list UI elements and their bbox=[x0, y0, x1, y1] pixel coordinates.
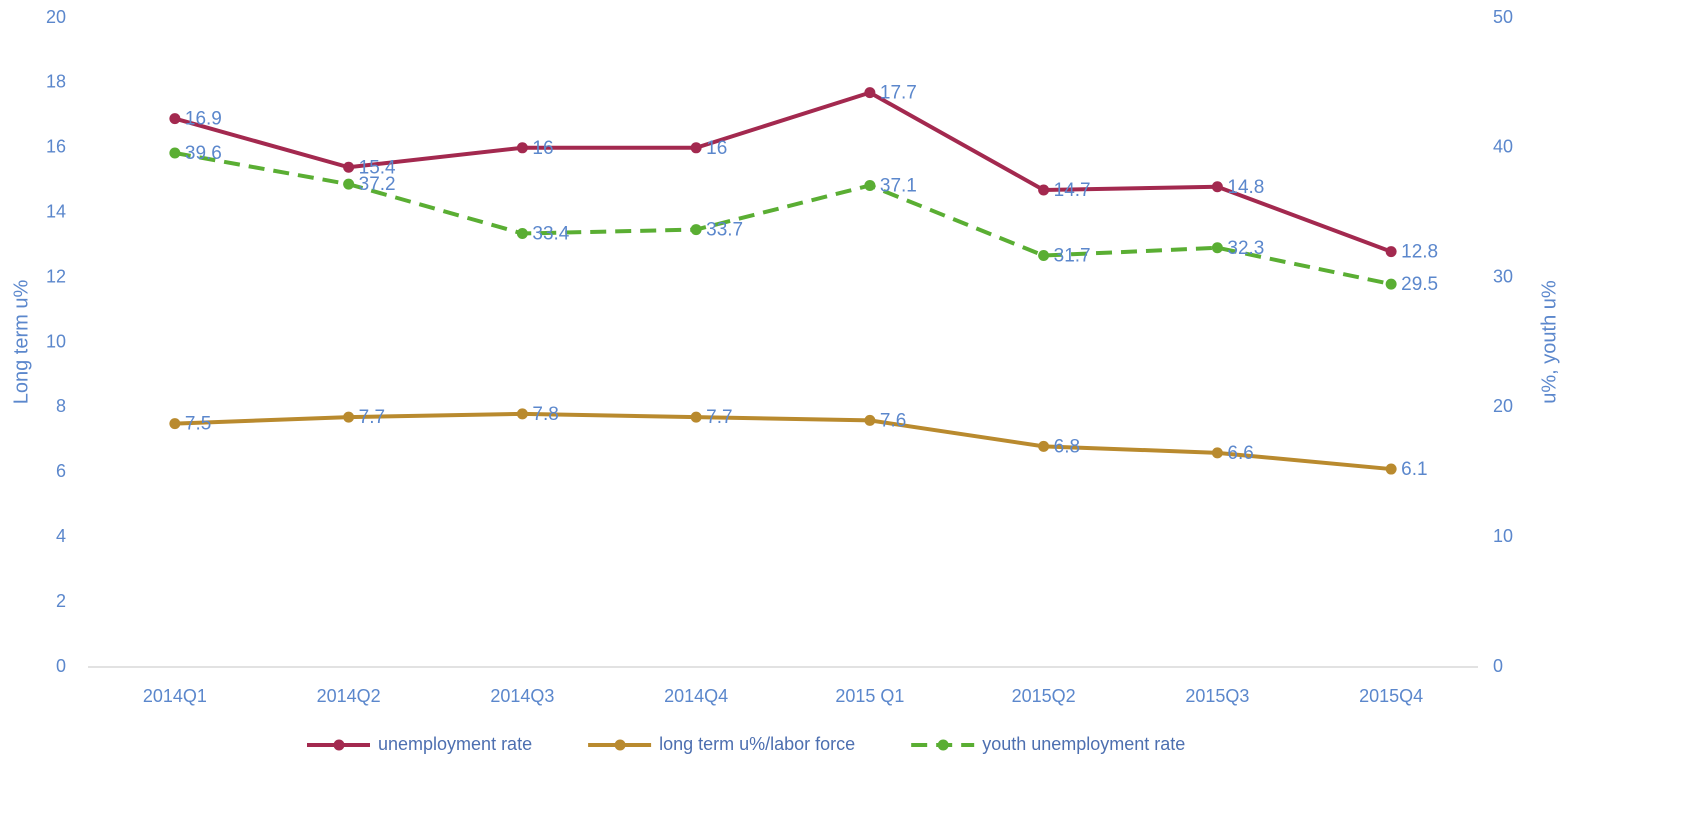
data-point bbox=[690, 142, 702, 154]
series-line bbox=[174, 411, 1392, 472]
data-label: 37.1 bbox=[880, 175, 917, 196]
data-point bbox=[1211, 242, 1223, 254]
x-tick-label: 2014Q2 bbox=[317, 686, 381, 706]
y-tick-label: 4 bbox=[56, 526, 66, 546]
data-label: 31.7 bbox=[1054, 246, 1091, 267]
legend-label: unemployment rate bbox=[378, 734, 532, 754]
y2-tick-label: 20 bbox=[1493, 396, 1513, 416]
data-point bbox=[1211, 447, 1223, 459]
data-label: 7.5 bbox=[185, 414, 211, 435]
data-point bbox=[343, 178, 355, 190]
legend-marker bbox=[937, 739, 949, 751]
y-tick-label: 12 bbox=[46, 266, 66, 286]
y2-tick-label: 10 bbox=[1493, 526, 1513, 546]
y-tick-label: 2 bbox=[56, 591, 66, 611]
data-label: 16 bbox=[706, 138, 727, 159]
y-tick-label: 10 bbox=[46, 331, 66, 351]
y2-tick-label: 50 bbox=[1493, 7, 1513, 27]
data-point bbox=[864, 87, 876, 99]
x-tick-label: 2015Q2 bbox=[1012, 686, 1076, 706]
y-tick-label: 18 bbox=[46, 72, 66, 92]
data-label: 14.8 bbox=[1227, 177, 1264, 198]
data-point bbox=[516, 142, 528, 154]
data-label: 7.8 bbox=[532, 404, 558, 425]
x-tick-label: 2014Q3 bbox=[490, 686, 554, 706]
legend-label: long term u%/labor force bbox=[659, 734, 855, 754]
data-point bbox=[690, 224, 702, 236]
series-line bbox=[174, 151, 1392, 287]
y2-tick-label: 40 bbox=[1493, 137, 1513, 157]
data-point bbox=[343, 411, 355, 423]
y-tick-label: 14 bbox=[46, 201, 66, 221]
data-point bbox=[1038, 250, 1050, 262]
x-tick-label: 2015Q3 bbox=[1185, 686, 1249, 706]
data-label: 7.7 bbox=[359, 407, 385, 428]
data-point bbox=[864, 414, 876, 426]
data-label: 6.1 bbox=[1401, 459, 1427, 480]
data-label: 39.6 bbox=[185, 143, 222, 164]
data-label: 7.6 bbox=[880, 410, 906, 431]
data-label: 32.3 bbox=[1227, 238, 1264, 259]
data-label: 33.7 bbox=[706, 220, 743, 241]
data-label: 33.4 bbox=[532, 223, 569, 244]
legend-marker bbox=[333, 739, 345, 751]
data-point bbox=[516, 227, 528, 239]
data-point bbox=[690, 411, 702, 423]
data-point bbox=[864, 179, 876, 191]
y-tick-label: 16 bbox=[46, 137, 66, 157]
y2-tick-label: 0 bbox=[1493, 656, 1503, 676]
y-tick-label: 8 bbox=[56, 396, 66, 416]
y-tick-label: 20 bbox=[46, 7, 66, 27]
data-label: 14.7 bbox=[1054, 180, 1091, 201]
x-tick-label: 2014Q4 bbox=[664, 686, 728, 706]
y2-tick-label: 30 bbox=[1493, 266, 1513, 286]
y-tick-label: 6 bbox=[56, 461, 66, 481]
x-tick-label: 2015 Q1 bbox=[835, 686, 904, 706]
data-label: 6.6 bbox=[1227, 443, 1253, 464]
x-tick-label: 2015Q4 bbox=[1359, 686, 1423, 706]
data-label: 17.7 bbox=[880, 83, 917, 104]
data-label: 12.8 bbox=[1401, 242, 1438, 263]
data-label: 6.8 bbox=[1054, 436, 1080, 457]
series-line bbox=[174, 90, 1392, 254]
data-label: 15.4 bbox=[359, 157, 396, 178]
data-label: 16 bbox=[532, 138, 553, 159]
data-point bbox=[516, 408, 528, 420]
legend-label: youth unemployment rate bbox=[982, 734, 1185, 754]
data-point bbox=[1385, 246, 1397, 258]
data-point bbox=[1385, 463, 1397, 475]
data-label: 7.7 bbox=[706, 407, 732, 428]
data-label: 37.2 bbox=[359, 174, 396, 195]
data-point bbox=[169, 418, 181, 430]
x-tick-label: 2014Q1 bbox=[143, 686, 207, 706]
data-point bbox=[1038, 440, 1050, 452]
data-point bbox=[169, 147, 181, 159]
y2-axis-title: u%, youth u% bbox=[1538, 280, 1560, 404]
data-point bbox=[1385, 278, 1397, 290]
data-point bbox=[1038, 184, 1050, 196]
data-label: 16.9 bbox=[185, 109, 222, 130]
y-axis-title: Long term u% bbox=[10, 280, 32, 405]
data-point bbox=[169, 113, 181, 125]
data-point bbox=[1211, 181, 1223, 193]
legend-marker bbox=[614, 739, 626, 751]
data-point bbox=[343, 161, 355, 173]
y-tick-label: 0 bbox=[56, 656, 66, 676]
data-label: 29.5 bbox=[1401, 274, 1438, 295]
